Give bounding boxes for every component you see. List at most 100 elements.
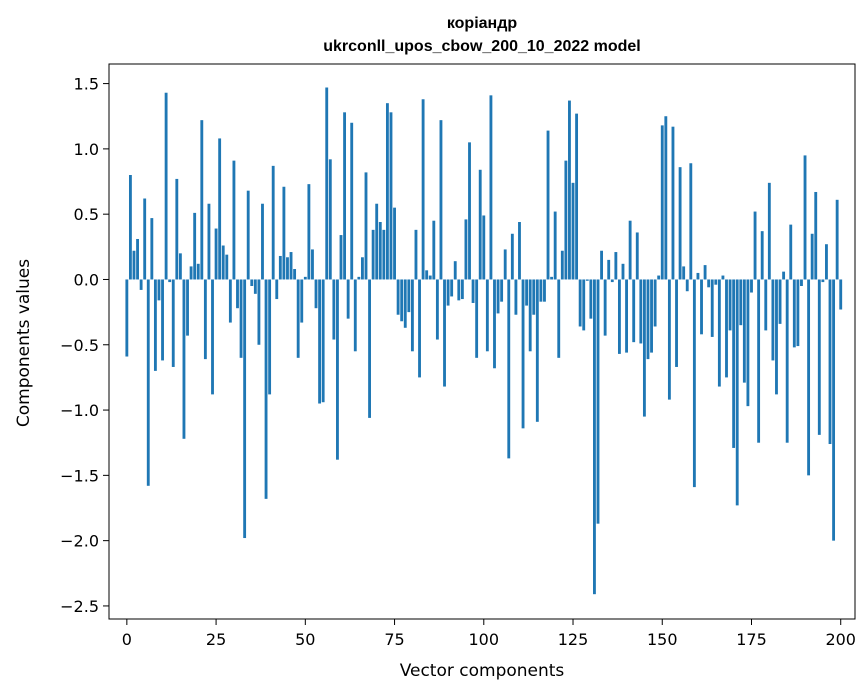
- bar-171: [735, 279, 739, 506]
- bar-139: [621, 263, 625, 280]
- y-tick-label: 1.5: [74, 75, 99, 94]
- bar-57: [328, 159, 332, 280]
- bar-53: [314, 279, 318, 309]
- bar-10: [161, 279, 164, 361]
- bar-162: [703, 265, 707, 280]
- bar-199: [835, 199, 839, 280]
- bar-46: [289, 252, 293, 280]
- bar-121: [557, 279, 561, 358]
- bar-51: [307, 184, 311, 280]
- bar-135: [607, 259, 611, 280]
- y-tick-label: 0.0: [74, 270, 99, 289]
- y-tick-label: 0.5: [74, 205, 99, 224]
- bar-138: [617, 279, 621, 354]
- bar-76: [396, 279, 400, 315]
- bar-7: [150, 218, 154, 280]
- bar-79: [407, 279, 411, 313]
- bar-126: [575, 113, 579, 280]
- bar-173: [742, 279, 746, 383]
- bar-41: [271, 165, 275, 280]
- bar-163: [707, 279, 711, 288]
- bar-63: [350, 122, 354, 280]
- bar-87: [435, 279, 439, 340]
- bar-27: [221, 245, 225, 280]
- bar-42: [275, 279, 279, 300]
- bar-136: [610, 279, 614, 283]
- bar-96: [468, 142, 471, 280]
- bar-129: [585, 279, 589, 281]
- bar-56: [325, 87, 329, 280]
- bar-49: [300, 279, 304, 323]
- bar-154: [675, 279, 678, 367]
- bar-106: [503, 249, 507, 280]
- bar-52: [311, 249, 314, 280]
- bar-124: [568, 100, 571, 280]
- bar-187: [792, 279, 796, 348]
- bar-195: [821, 279, 825, 283]
- x-tick-label: 75: [384, 630, 404, 649]
- bar-13: [171, 279, 175, 367]
- bar-134: [603, 279, 607, 336]
- bar-43: [278, 255, 282, 280]
- bar-67: [364, 172, 368, 280]
- y-tick-label: −0.5: [60, 336, 99, 355]
- bar-36: [253, 279, 257, 294]
- bar-78: [403, 279, 407, 328]
- bar-117: [543, 279, 546, 302]
- bar-198: [832, 279, 836, 541]
- bar-16: [182, 279, 186, 439]
- bar-108: [510, 233, 514, 280]
- bar-9: [157, 279, 161, 301]
- y-tick-label: −1.0: [60, 401, 99, 420]
- bar-8: [153, 279, 157, 371]
- bar-190: [803, 155, 807, 280]
- bar-4: [139, 279, 143, 290]
- bar-83: [421, 99, 425, 280]
- bar-29: [228, 279, 232, 323]
- chart-subtitle: ukrconll_upos_cbow_200_10_2022 model: [323, 38, 640, 55]
- bar-109: [514, 279, 518, 315]
- bar-3: [136, 238, 139, 280]
- bar-183: [778, 279, 782, 324]
- bar-116: [539, 279, 543, 302]
- bar-58: [332, 279, 336, 340]
- bar-23: [207, 203, 211, 280]
- bar-141: [628, 220, 632, 280]
- y-axis-label: Components values: [14, 259, 34, 427]
- bar-181: [771, 279, 775, 361]
- bar-186: [789, 224, 793, 280]
- bar-148: [653, 279, 657, 327]
- bar-172: [739, 279, 743, 326]
- bar-131: [593, 279, 596, 595]
- bar-19: [193, 212, 197, 280]
- bar-60: [339, 235, 343, 280]
- bar-147: [650, 279, 653, 353]
- bar-122: [560, 250, 564, 280]
- bar-166: [717, 279, 721, 387]
- x-tick-label: 0: [122, 630, 132, 649]
- bar-184: [782, 271, 786, 280]
- bar-144: [639, 279, 643, 344]
- bar-127: [578, 279, 582, 327]
- bar-40: [268, 279, 272, 395]
- bar-119: [550, 276, 554, 280]
- bar-99: [478, 169, 482, 280]
- bar-165: [714, 279, 718, 285]
- x-tick-label: 200: [825, 630, 856, 649]
- bar-107: [507, 279, 511, 459]
- bar-142: [632, 279, 636, 343]
- bar-100: [482, 215, 486, 280]
- bar-113: [528, 279, 532, 352]
- bar-35: [250, 279, 254, 286]
- bar-169: [728, 279, 732, 331]
- bar-102: [489, 95, 493, 280]
- bar-150: [660, 125, 664, 280]
- y-tick-label: −2.5: [60, 597, 99, 616]
- bar-155: [678, 167, 682, 280]
- x-tick-label: 25: [206, 630, 226, 649]
- bar-167: [721, 275, 725, 280]
- bar-32: [239, 279, 243, 358]
- bar-114: [532, 279, 536, 315]
- bar-175: [750, 279, 753, 293]
